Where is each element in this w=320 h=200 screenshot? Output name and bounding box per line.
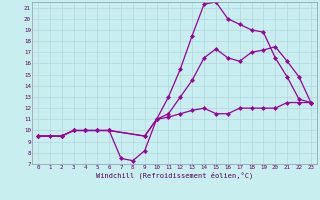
X-axis label: Windchill (Refroidissement éolien,°C): Windchill (Refroidissement éolien,°C) [96,172,253,179]
